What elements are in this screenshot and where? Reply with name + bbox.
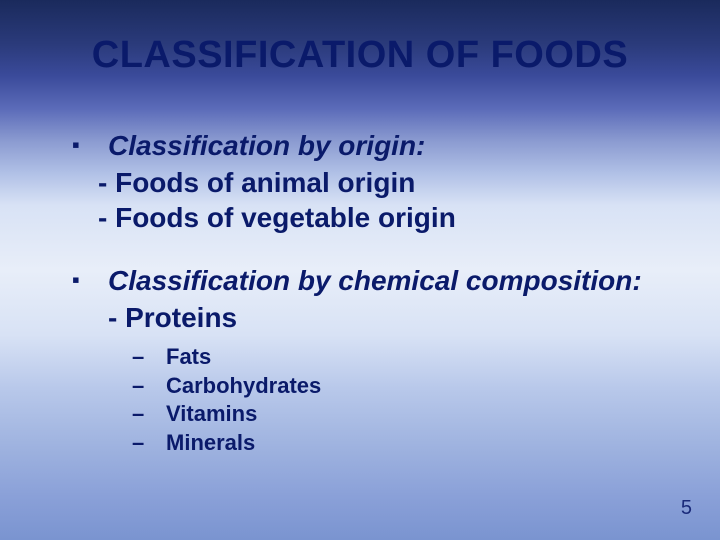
square-bullet-icon: ▪ xyxy=(72,132,86,158)
dash-item-label: Minerals xyxy=(166,429,255,458)
slide: CLASSIFICATION OF FOODS ▪ Classification… xyxy=(0,0,720,540)
dash-item-label: Carbohydrates xyxy=(166,372,321,401)
bullet-section-1: ▪ Classification by origin: xyxy=(72,128,680,163)
spacer xyxy=(72,235,680,263)
slide-content: ▪ Classification by origin: - Foods of a… xyxy=(72,128,680,457)
dash-item: – Carbohydrates xyxy=(132,372,680,401)
section2-first-item: - Proteins xyxy=(108,300,680,335)
section1-item-1: - Foods of vegetable origin xyxy=(98,200,680,235)
dash-icon: – xyxy=(132,343,166,372)
square-bullet-icon: ▪ xyxy=(72,267,86,293)
section2-heading: Classification by chemical composition: xyxy=(108,263,642,298)
dash-icon: – xyxy=(132,400,166,429)
bullet-section-2: ▪ Classification by chemical composition… xyxy=(72,263,680,298)
dash-item-label: Fats xyxy=(166,343,211,372)
dash-item-label: Vitamins xyxy=(166,400,257,429)
page-number: 5 xyxy=(681,497,692,520)
dash-list: – Fats – Carbohydrates – Vitamins – Mine… xyxy=(132,343,680,457)
dash-icon: – xyxy=(132,429,166,458)
section1-heading: Classification by origin: xyxy=(108,128,425,163)
slide-title: CLASSIFICATION OF FOODS xyxy=(0,34,720,77)
dash-icon: – xyxy=(132,372,166,401)
dash-item: – Minerals xyxy=(132,429,680,458)
dash-item: – Fats xyxy=(132,343,680,372)
section1-item-0: - Foods of animal origin xyxy=(98,165,680,200)
dash-item: – Vitamins xyxy=(132,400,680,429)
